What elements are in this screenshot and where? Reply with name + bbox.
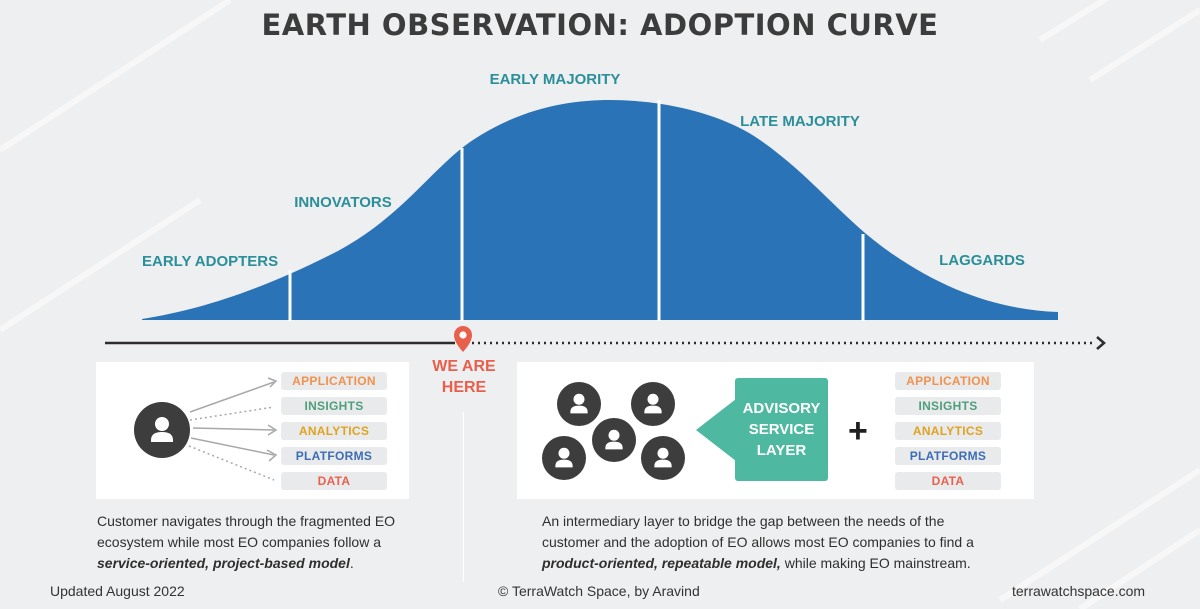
segment-label-innovators: INNOVATORS: [294, 194, 392, 211]
panel-divider: [463, 412, 464, 582]
left-desc-emphasis: service-oriented, project-based model: [97, 555, 350, 571]
plus-icon: +: [848, 412, 868, 450]
right-desc-emphasis: product-oriented, repeatable model,: [542, 555, 781, 571]
panel-advisory-layer: ADVISORY SERVICE LAYER + APPLICATION INS…: [517, 362, 1034, 499]
footer-site-link[interactable]: terrawatchspace.com: [1012, 583, 1146, 599]
connection-arrows: [188, 377, 278, 481]
company-icon: [557, 382, 601, 426]
customer-icon: [134, 402, 190, 458]
chip-analytics: ANALYTICS: [281, 422, 387, 440]
advisory-line3: LAYER: [756, 442, 807, 459]
advisory-service-layer: ADVISORY SERVICE LAYER: [735, 378, 828, 481]
left-desc-end: .: [349, 555, 354, 571]
company-icon: [592, 418, 636, 462]
right-desc-line1: An intermediary layer to bridge the gap …: [542, 513, 945, 529]
company-icon: [641, 436, 685, 480]
chip-application: APPLICATION: [281, 372, 387, 390]
right-desc-end: while making EO mainstream.: [780, 555, 971, 571]
we-are-here-marker: WE ARE HERE: [404, 356, 524, 398]
location-pin-icon: [454, 326, 472, 352]
chip-data: DATA: [895, 472, 1001, 490]
chip-insights: INSIGHTS: [281, 397, 387, 415]
right-description: An intermediary layer to bridge the gap …: [542, 511, 1032, 574]
advisory-arrow-icon: [696, 399, 736, 461]
bell-curve-area: [142, 100, 1058, 320]
advisory-line1: ADVISORY: [742, 400, 821, 417]
segment-dividers: [288, 100, 865, 321]
advisory-line2: SERVICE: [748, 421, 815, 438]
we-are-here-line1: WE ARE: [432, 358, 496, 375]
chip-platforms: PLATFORMS: [895, 447, 1001, 465]
segment-label-early-adopters: EARLY ADOPTERS: [142, 253, 279, 270]
chip-insights: INSIGHTS: [895, 397, 1001, 415]
we-are-here-line2: HERE: [441, 379, 487, 396]
chip-data: DATA: [281, 472, 387, 490]
left-description: Customer navigates through the fragmente…: [97, 511, 437, 574]
page-title: EARTH OBSERVATION: ADOPTION CURVE: [261, 8, 939, 42]
chip-analytics: ANALYTICS: [895, 422, 1001, 440]
company-icon: [631, 382, 675, 426]
company-icon: [542, 436, 586, 480]
panel-fragmented-ecosystem: APPLICATION INSIGHTS ANALYTICS PLATFORMS…: [96, 362, 409, 499]
right-desc-line2: customer and the adoption of EO allows m…: [542, 534, 974, 550]
segment-label-laggards: LAGGARDS: [939, 252, 1025, 269]
left-desc-line2: ecosystem while most EO companies follow…: [97, 534, 381, 550]
segment-label-early-majority: EARLY MAJORITY: [489, 71, 621, 88]
left-desc-line1: Customer navigates through the fragmente…: [97, 513, 396, 529]
timeline-arrowhead: [1096, 336, 1106, 350]
segment-label-late-majority: LATE MAJORITY: [740, 113, 860, 130]
chip-application: APPLICATION: [895, 372, 1001, 390]
footer-updated: Updated August 2022: [50, 583, 185, 599]
footer-credit: © TerraWatch Space, by Aravind: [498, 583, 700, 599]
chip-platforms: PLATFORMS: [281, 447, 387, 465]
